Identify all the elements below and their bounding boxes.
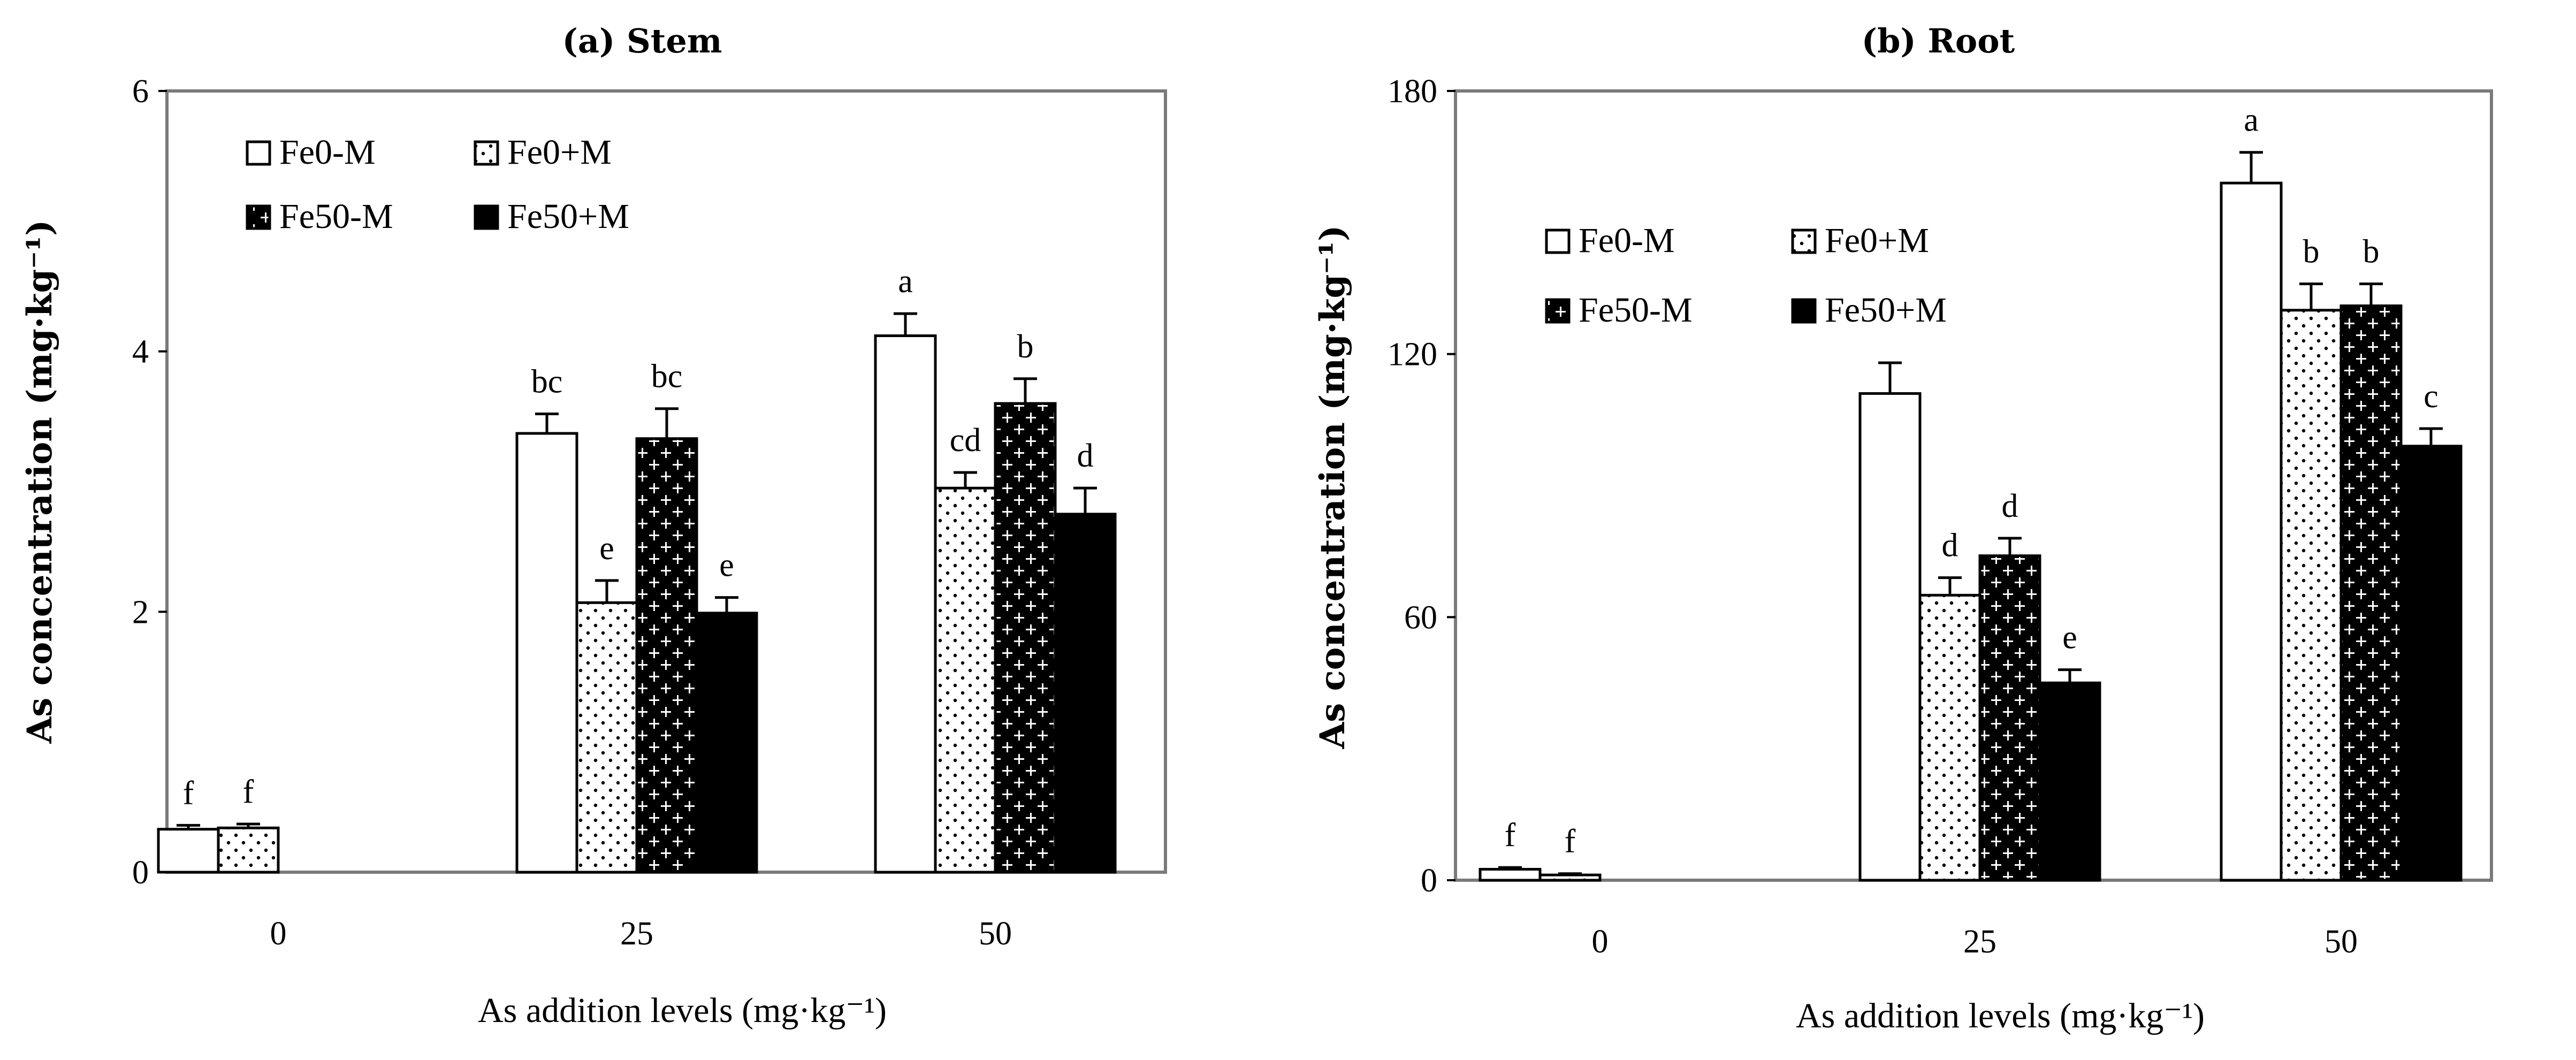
stem-significance-letter: a <box>898 263 913 300</box>
stem-x-tick-label: 50 <box>979 916 1012 952</box>
root-legend-label-fe0+m: Fe0+M <box>1825 221 1929 260</box>
stem-legend-label-fe50-m: Fe50-M <box>279 197 393 236</box>
root-significance-letter: f <box>1505 817 1516 853</box>
stem-y-axis-label: As concentration (mg·kg⁻¹) <box>20 220 60 744</box>
root-bar-fe0-m <box>1858 392 1922 882</box>
root-marks: 0 60 120 180 0 25 50 f a f d b d b e c <box>1388 73 2463 960</box>
root-y-tick-label: 180 <box>1388 73 1437 110</box>
stem-y-tick-label: 2 <box>132 594 149 630</box>
stem-legend-swatch-fe0-m <box>246 140 271 166</box>
stem-significance-letter: d <box>1077 438 1094 474</box>
stem-bar-fe50-m <box>994 402 1057 874</box>
root-legend-label-fe50-m: Fe50-M <box>1579 291 1693 330</box>
stem-bar-fe50-m <box>635 437 698 874</box>
stem-legend-swatch-fe50-m <box>246 204 271 230</box>
root-y-tick-label: 120 <box>1388 337 1437 373</box>
root-bar-fe50-m <box>1978 554 2041 882</box>
root-bar-fe50-m <box>2339 304 2403 882</box>
stem-legend-label-fe50+m: Fe50+M <box>507 197 629 236</box>
root-legend: Fe0-M Fe0+M Fe50-M Fe50+M <box>1545 221 1947 330</box>
root-x-tick-label: 25 <box>1963 924 1996 960</box>
stem-chart-title: (a) Stem <box>562 21 722 60</box>
stem-significance-letter: f <box>243 774 254 810</box>
root-chart: (b) Root As concentration (mg·kg⁻¹) As a… <box>1313 21 2493 1035</box>
root-bar-fe0-m <box>2220 181 2283 882</box>
root-legend-swatch-fe0-m <box>1545 228 1571 254</box>
root-y-tick-label: 0 <box>1421 863 1437 899</box>
root-bar-fe0+m <box>2280 309 2343 882</box>
root-y-axis-label: As concentration (mg·kg⁻¹) <box>1313 225 1353 750</box>
root-legend-label-fe0-m: Fe0-M <box>1579 221 1675 260</box>
root-significance-letter: b <box>2363 234 2380 270</box>
stem-bar-fe0-m <box>515 432 578 874</box>
root-x-tick-label: 50 <box>2325 924 2358 960</box>
root-significance-letter: b <box>2303 234 2320 270</box>
stem-x-axis-label: As addition levels (mg·kg⁻¹) <box>478 991 887 1030</box>
root-bar-fe0+m <box>1538 873 1602 882</box>
stem-bar-fe0-m <box>157 828 220 874</box>
stem-y-tick-label: 6 <box>132 73 149 110</box>
stem-legend-swatch-fe50+m <box>474 204 499 230</box>
stem-x-tick-label: 0 <box>270 916 287 952</box>
stem-y-tick-label: 0 <box>132 855 149 891</box>
stem-significance-letter: cd <box>950 422 981 459</box>
root-significance-letter: e <box>2062 620 2077 656</box>
stem-legend: Fe0-M Fe0+M Fe50-M Fe50+M <box>246 133 629 236</box>
root-significance-letter: a <box>2244 102 2259 139</box>
root-y-tick-label: 60 <box>1404 599 1437 636</box>
root-significance-letter: f <box>1565 823 1576 860</box>
stem-significance-letter: e <box>599 530 614 567</box>
stem-marks: 0 2 4 6 0 25 50 f bc a f e cd bc b e d <box>132 73 1117 952</box>
stem-significance-letter: f <box>183 775 194 811</box>
root-legend-label-fe50+m: Fe50+M <box>1825 291 1947 330</box>
root-bar-fe0-m <box>1478 868 1542 882</box>
stem-x-tick-label: 25 <box>620 916 653 952</box>
root-significance-letter: d <box>1942 528 1958 564</box>
stem-bar-fe0+m <box>575 601 638 874</box>
root-legend-swatch-fe50+m <box>1791 298 1817 324</box>
stem-bar-fe50+m <box>695 612 758 874</box>
root-bar-fe50+m <box>2399 445 2463 882</box>
root-significance-letter: c <box>2423 378 2438 415</box>
root-bar-fe0+m <box>1918 593 1981 882</box>
stem-bar-fe0-m <box>874 334 937 874</box>
stem-bar-fe0+m <box>934 486 997 874</box>
root-legend-swatch-fe50-m <box>1545 298 1571 324</box>
stem-legend-swatch-fe0+m <box>474 140 499 166</box>
stem-significance-letter: b <box>1017 329 1034 365</box>
stem-legend-label-fe0-m: Fe0-M <box>279 133 376 172</box>
stem-significance-letter: e <box>719 547 734 584</box>
root-x-axis-label: As addition levels (mg·kg⁻¹) <box>1796 996 2205 1035</box>
stem-y-tick-label: 4 <box>132 334 149 370</box>
stem-bar-fe50+m <box>1054 513 1117 874</box>
root-bar-fe50+m <box>2038 681 2101 882</box>
stem-significance-letter: bc <box>531 363 563 400</box>
stem-legend-label-fe0+m: Fe0+M <box>507 133 612 172</box>
root-chart-title: (b) Root <box>1862 21 2015 60</box>
stem-bar-fe0+m <box>217 826 280 874</box>
root-x-tick-label: 0 <box>1592 924 1609 960</box>
root-legend-swatch-fe0+m <box>1791 228 1817 254</box>
stem-chart: (a) Stem As concentration (mg·kg⁻¹) As a… <box>20 21 1167 1030</box>
stem-significance-letter: bc <box>651 359 683 395</box>
root-significance-letter: d <box>2002 488 2018 524</box>
